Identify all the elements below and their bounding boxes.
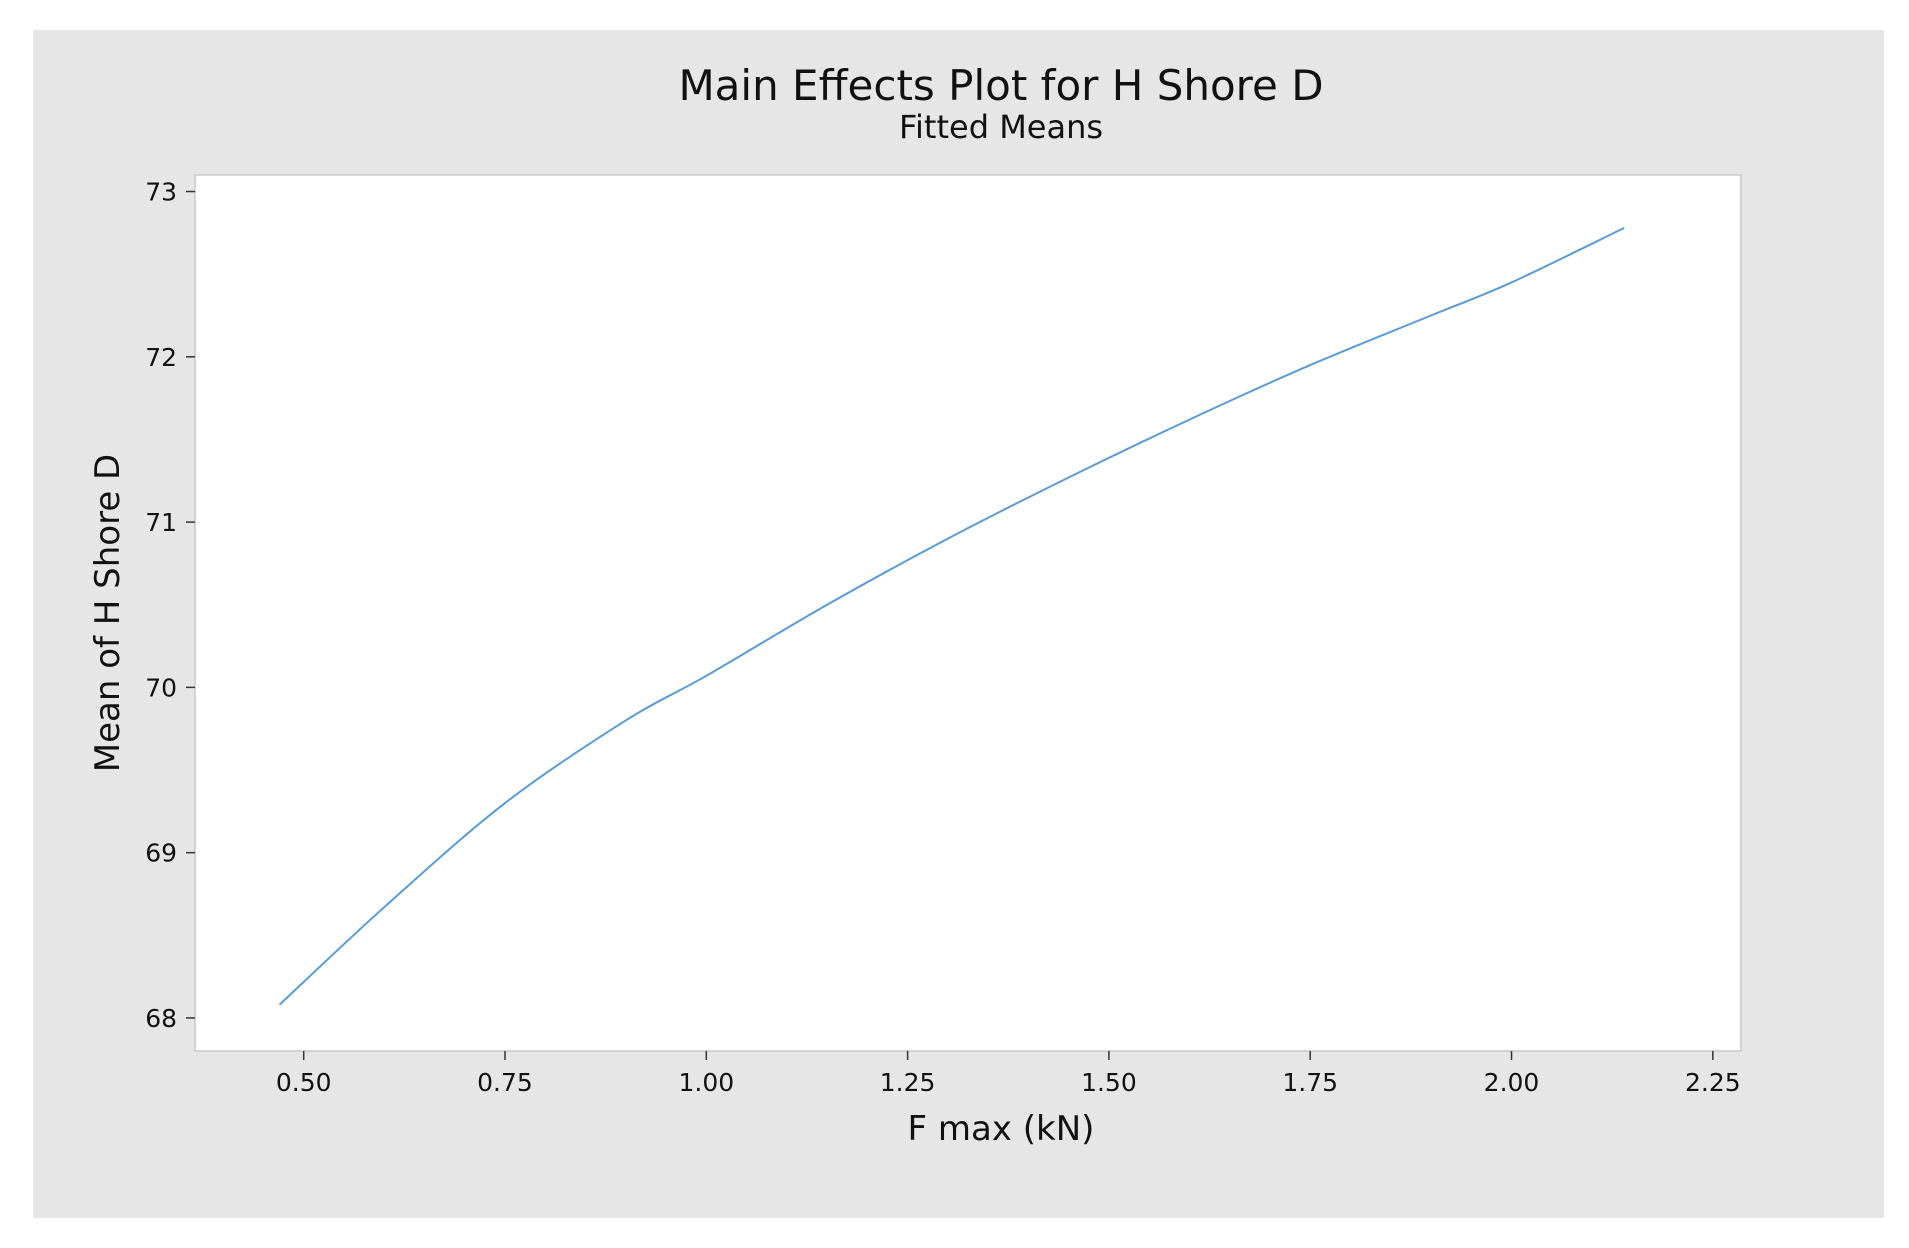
x-axis-label: F max (kN) [908,1109,1095,1149]
y-tick-label: 71 [145,508,177,537]
y-tick-label: 72 [145,343,177,372]
series-layer [278,226,1625,1006]
chart-figure: Main Effects Plot for H Shore D Fitted M… [33,30,1884,1218]
series-line [278,226,1625,1006]
plot-area [194,174,1742,1052]
x-axis: 0.50 0.75 1.00 1.25 1.50 1.75 2.00 2.25 [276,1051,1741,1097]
y-axis: 68 69 70 71 72 73 [145,178,195,1033]
y-tick-label: 70 [145,673,177,702]
x-tick-label: 1.50 [1081,1068,1137,1097]
x-tick-label: 1.25 [880,1068,936,1097]
chart-svg: Main Effects Plot for H Shore D Fitted M… [88,61,1742,1149]
x-tick-label: 0.75 [477,1068,533,1097]
y-tick-label: 73 [145,178,177,207]
y-axis-label: Mean of H Shore D [88,454,128,772]
x-tick-label: 1.75 [1282,1068,1338,1097]
y-tick-label: 68 [145,1004,177,1033]
chart-title: Main Effects Plot for H Shore D [678,61,1323,110]
x-tick-label: 0.50 [276,1068,332,1097]
x-tick-label: 2.25 [1685,1068,1741,1097]
y-tick-label: 69 [145,839,177,868]
x-tick-label: 2.00 [1484,1068,1540,1097]
x-tick-label: 1.00 [678,1068,734,1097]
chart-subtitle: Fitted Means [899,108,1103,146]
